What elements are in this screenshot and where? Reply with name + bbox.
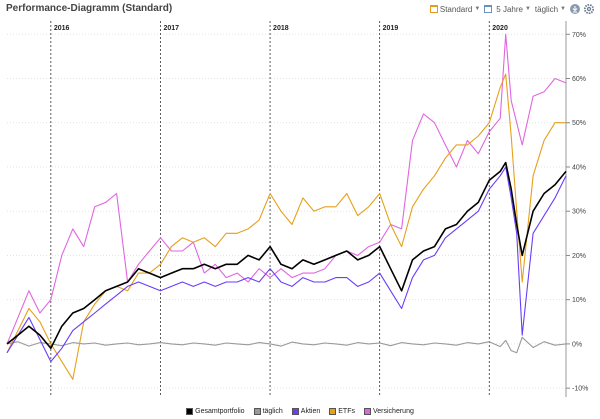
y-tick-label: 60% [572,76,586,83]
calendar-icon [484,5,493,13]
y-tick-label: 70% [572,32,586,39]
legend-swatch [253,407,261,415]
y-tick-label: 50% [572,120,586,127]
period-selector[interactable]: 5 Jahre ▼ [496,5,531,14]
year-label: 2017 [163,25,179,32]
legend-label: täglich [262,407,283,415]
year-label: 2019 [383,25,399,32]
y-tick-label: 30% [572,209,586,216]
settings-icon [584,4,594,14]
legend-label: Versicherung [373,407,414,415]
series-line-gesamtportfolio [6,161,567,350]
settings-button[interactable] [584,4,594,14]
view-selector[interactable]: Standard ▼ [429,4,481,14]
year-label: 2020 [492,25,508,32]
legend-item-taeglich[interactable]: täglich [253,405,283,417]
series-line-versicherung [6,33,567,345]
year-label: 2018 [273,25,289,32]
interval-label: täglich [534,4,559,14]
y-tick-label: 20% [572,253,586,260]
legend-item-gesamtportfolio[interactable]: Gesamtportfolio [186,405,245,417]
chart-title: Performance-Diagramm (Standard) [6,3,173,14]
chart-header: Performance-Diagramm (Standard) Standard… [0,0,600,18]
legend-item-etfs[interactable]: ETFs [329,405,355,417]
y-tick-label: -10% [572,386,588,393]
legend-item-aktien[interactable]: Aktien [291,405,321,417]
download-icon [570,4,580,14]
legend-label: Gesamtportfolio [195,407,245,415]
series-line-aktien [6,166,567,363]
chevron-down-icon: ▼ [524,6,531,12]
legend-swatch [291,407,299,415]
chart-legend: Gesamtportfolio täglich Aktien ETFs Vers… [0,405,600,417]
series-line-tglich [6,336,567,354]
interval-selector[interactable]: täglich ▼ [535,5,566,14]
period-label: 5 Jahre [496,4,523,14]
legend-swatch [329,407,337,415]
y-tick-label: 40% [572,164,586,171]
chevron-down-icon: ▼ [474,6,481,12]
legend-swatch [186,407,194,415]
y-tick-label: 0% [572,341,582,348]
date-picker[interactable] [484,5,493,13]
view-label: Standard [439,4,473,14]
series-line-etfs [6,73,566,380]
y-tick-label: 10% [572,297,586,304]
legend-swatch [364,407,371,415]
legend-item-versicherung[interactable]: Versicherung [364,405,414,417]
chart-controls: Standard ▼ 5 Jahre ▼ täglich ▼ [429,2,594,16]
download-button[interactable] [570,4,580,14]
view-icon [429,5,438,13]
legend-label: Aktien [300,407,321,415]
chevron-down-icon: ▼ [560,6,566,12]
year-label: 2016 [54,25,70,32]
legend-label: ETFs [338,407,355,415]
